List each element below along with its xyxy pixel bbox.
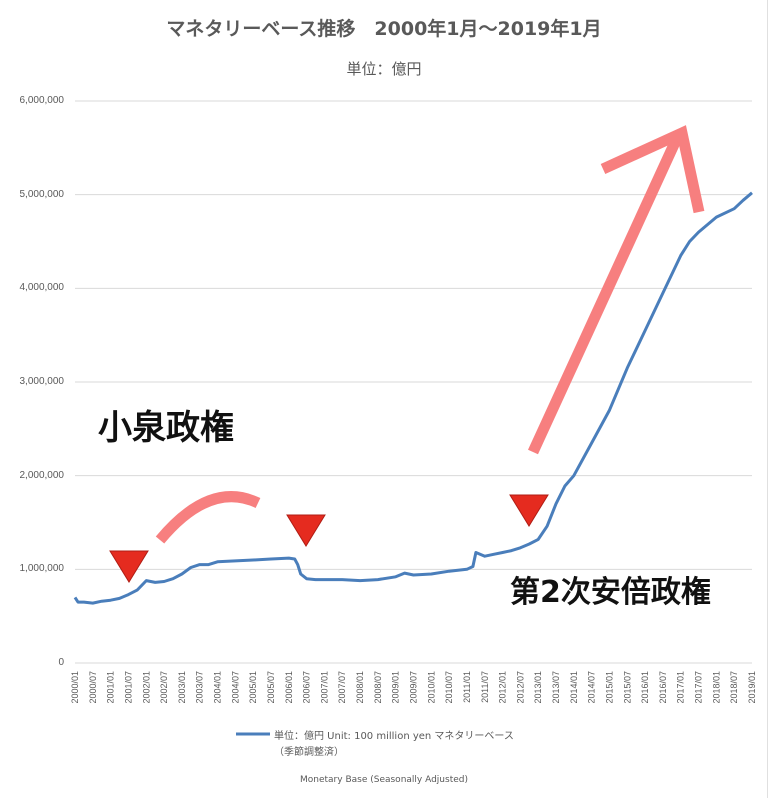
y-tick-label: 5,000,000	[19, 188, 65, 200]
x-tick-label: 2019/01	[747, 671, 757, 704]
x-tick-label: 2011/07	[480, 671, 490, 703]
x-tick-label: 2005/01	[248, 671, 258, 704]
y-tick-label: 0	[58, 657, 64, 668]
chart-title: マネタリーベース推移 2000年1月～2019年1月	[166, 18, 602, 40]
y-tick-label: 4,000,000	[19, 282, 65, 294]
x-tick-label: 2006/07	[302, 671, 312, 704]
y-tick-label: 2,000,000	[19, 469, 65, 481]
chart-footer: Monetary Base (Seasonally Adjusted)	[300, 775, 468, 785]
x-tick-label: 2013/07	[551, 671, 561, 704]
x-axis-labels: 2000/01 2000/07 2001/01 2001/07 2002/01 2002/…	[70, 671, 757, 704]
x-tick-label: 2008/07	[373, 671, 383, 704]
koizumi-start-marker	[109, 550, 149, 583]
x-tick-label: 2016/07	[658, 671, 668, 704]
x-tick-label: 2017/01	[676, 671, 686, 704]
legend-label: 単位：億円 Unit: 100 million yen マネタリーベース	[274, 731, 514, 742]
x-tick-label: 2005/07	[266, 671, 276, 704]
y-tick-label: 3,000,000	[19, 376, 65, 387]
koizumi-end-marker	[286, 514, 326, 547]
x-tick-label: 2003/01	[177, 671, 187, 704]
y-tick-label: 6,000,000	[19, 95, 65, 106]
abe-arrow-head	[600, 125, 705, 214]
x-tick-label: 2015/01	[604, 671, 614, 704]
x-tick-label: 2000/07	[88, 671, 98, 704]
x-tick-label: 2018/01	[711, 671, 721, 704]
x-tick-label: 2001/01	[106, 671, 116, 704]
abe-arrow-shaft	[528, 135, 682, 455]
x-tick-label: 2017/07	[694, 671, 704, 704]
x-tick-label: 2002/01	[141, 671, 151, 704]
x-tick-label: 2003/07	[195, 671, 205, 704]
x-tick-label: 2006/01	[284, 671, 294, 704]
series-layer	[73, 191, 753, 605]
annotation-layer	[109, 125, 705, 583]
x-tick-label: 2016/01	[640, 671, 650, 704]
koizumi-label: 小泉政権	[98, 408, 234, 448]
x-tick-label: 2000/01	[70, 671, 80, 704]
x-tick-label: 2007/01	[319, 671, 329, 704]
x-tick-label: 2018/07	[729, 671, 739, 704]
x-tick-label: 2010/01	[426, 671, 436, 704]
x-tick-label: 2010/07	[444, 671, 454, 704]
series-line	[73, 191, 753, 605]
x-tick-label: 2011/01	[462, 671, 472, 703]
x-tick-label: 2004/07	[230, 671, 240, 704]
abe-start-marker	[509, 494, 549, 527]
x-tick-label: 2009/07	[409, 671, 419, 704]
x-tick-label: 2014/01	[569, 671, 579, 704]
x-tick-label: 2002/07	[159, 671, 169, 704]
x-tick-label: 2008/01	[355, 671, 365, 704]
gridlines	[75, 100, 752, 664]
x-tick-label: 2009/01	[391, 671, 401, 704]
x-tick-label: 2007/07	[337, 671, 347, 704]
x-tick-label: 2012/07	[515, 671, 525, 704]
y-tick-label: 1,000,000	[19, 563, 65, 575]
chart-subtitle: 単位：億円	[346, 60, 422, 78]
x-tick-label: 2014/07	[587, 671, 597, 704]
x-tick-label: 2013/01	[533, 671, 543, 704]
legend-label-line2: （季節調整済）	[274, 747, 344, 758]
x-tick-label: 2004/01	[213, 671, 223, 704]
koizumi-arc	[155, 491, 261, 544]
x-tick-label: 2015/07	[622, 671, 632, 704]
x-tick-label: 2001/07	[123, 671, 133, 704]
x-tick-label: 2012/01	[498, 671, 508, 704]
abe-label: 第2次安倍政権	[510, 575, 711, 610]
